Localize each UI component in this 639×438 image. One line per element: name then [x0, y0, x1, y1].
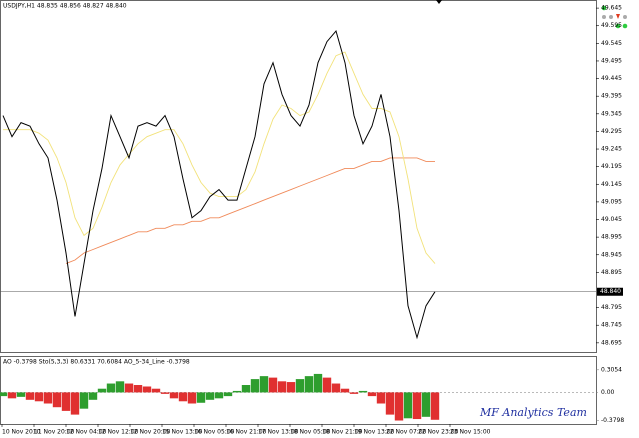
x-tick-label: 17 Nov 13:00 [258, 429, 299, 436]
y-tick-label: -0.3798 [601, 417, 624, 424]
series-line [3, 51, 436, 264]
ao-bar [241, 385, 251, 393]
ao-bar [304, 376, 314, 393]
watermark: MF Analytics Team [479, 406, 587, 419]
ao-bar [223, 392, 233, 397]
ao-bar [133, 385, 143, 393]
ao-bar [115, 381, 125, 393]
ao-bar [97, 388, 107, 393]
y-tick-label: 48.995 [601, 234, 622, 241]
ao-bar [142, 386, 152, 393]
ao-bar [196, 392, 206, 403]
series-line [65, 157, 435, 265]
ao-bar [385, 392, 395, 415]
y-tick-label: 49.595 [601, 22, 622, 29]
ao-bar [7, 392, 17, 399]
ao-bar [52, 392, 62, 408]
ao-bar [412, 392, 422, 420]
ao-bar [70, 392, 80, 415]
ao-bar [250, 379, 260, 393]
y-tick-label: 49.545 [601, 40, 622, 47]
ao-bar [214, 392, 224, 399]
y-tick-label: 49.145 [601, 181, 622, 188]
x-tick-label: 12 Nov 12:00 [98, 429, 139, 436]
ao-bar [178, 392, 188, 402]
ao-bar [277, 381, 287, 393]
ao-bar [79, 392, 89, 409]
y-tick-label: 49.395 [601, 93, 622, 100]
ao-bar [394, 392, 404, 421]
y-tick-label: 48.695 [601, 339, 622, 346]
ao-bar [331, 383, 341, 393]
y-tick-label: 48.745 [601, 322, 622, 329]
y-tick-label: 49.345 [601, 110, 622, 117]
x-tick-label: 12 Nov 20:00 [130, 429, 171, 436]
y-tick-label: 49.245 [601, 146, 622, 153]
ao-bar [376, 392, 386, 404]
ao-bar [313, 373, 323, 393]
indicator-label: AO -0.3798 Sto(5,3,3) 80.6331 70.6084 AO… [3, 359, 190, 366]
x-tick-label: 22 Nov 23:00 [418, 429, 459, 436]
ao-bar [169, 392, 179, 399]
y-tick-label: 0.3054 [601, 366, 622, 373]
x-tick-label: 12 Nov 04:00 [66, 429, 107, 436]
ao-bar [295, 379, 305, 393]
y-tick-label: 49.095 [601, 198, 622, 205]
y-tick-label: 48.795 [601, 304, 622, 311]
ao-bar [358, 390, 368, 393]
ao-bar [16, 392, 26, 397]
series-line [2, 29, 436, 340]
y-tick-label: 0.00 [601, 389, 615, 396]
x-tick-label: 18 Nov 05:00 [290, 429, 331, 436]
current-price-box [597, 287, 623, 296]
y-tick-label: 49.495 [601, 57, 622, 64]
ao-bar [187, 392, 197, 404]
ao-bar [268, 377, 278, 393]
ao-bar [232, 390, 242, 393]
ao-bar [124, 383, 134, 393]
x-tick-label: 15 Nov 13:00 [162, 429, 203, 436]
ao-bar [160, 392, 170, 394]
ao-bar [25, 392, 35, 400]
y-tick-label: 48.945 [601, 251, 622, 258]
ao-bar [403, 392, 413, 419]
current-price-label: 48.840 [600, 288, 621, 295]
toolbar-dots [601, 5, 628, 29]
ao-bar [61, 392, 71, 411]
y-tick-label: 49.645 [601, 5, 622, 12]
ao-bar [34, 392, 44, 402]
ao-bar [205, 392, 215, 400]
ao-bar [259, 376, 269, 393]
ao-bar [349, 392, 359, 394]
chart-title: USDJPY,H1 48.835 48.856 48.827 48.840 [3, 3, 127, 10]
ao-bar [0, 392, 8, 397]
y-tick-label: 49.195 [601, 163, 622, 170]
x-tick-label: 19 Nov 13:00 [354, 429, 395, 436]
x-tick-label: 16 Nov 21:00 [226, 429, 267, 436]
x-tick-label: 23 Nov 15:00 [450, 429, 491, 436]
ao-bar [88, 392, 98, 400]
ao-bar [151, 388, 161, 393]
x-tick-label: 16 Nov 05:00 [194, 429, 235, 436]
y-tick-label: 49.045 [601, 216, 622, 223]
ao-bar [43, 392, 53, 404]
x-tick-label: 11 Nov 20:00 [34, 429, 75, 436]
ao-bar [322, 377, 332, 393]
ao-bar [367, 392, 377, 397]
x-tick-label: 10 Nov 2010 [2, 429, 41, 436]
ao-bar [421, 392, 431, 417]
x-tick-label: 18 Nov 21:00 [322, 429, 363, 436]
shift-marker [436, 0, 442, 4]
main-pane [0, 0, 597, 353]
x-tick-label: 22 Nov 07:00 [386, 429, 427, 436]
y-tick-label: 49.295 [601, 128, 622, 135]
ao-bar [430, 392, 440, 420]
ao-bar [340, 388, 350, 393]
ao-bar [286, 382, 296, 393]
ao-bar [106, 383, 116, 393]
y-tick-label: 49.445 [601, 75, 622, 82]
y-tick-label: 48.895 [601, 269, 622, 276]
